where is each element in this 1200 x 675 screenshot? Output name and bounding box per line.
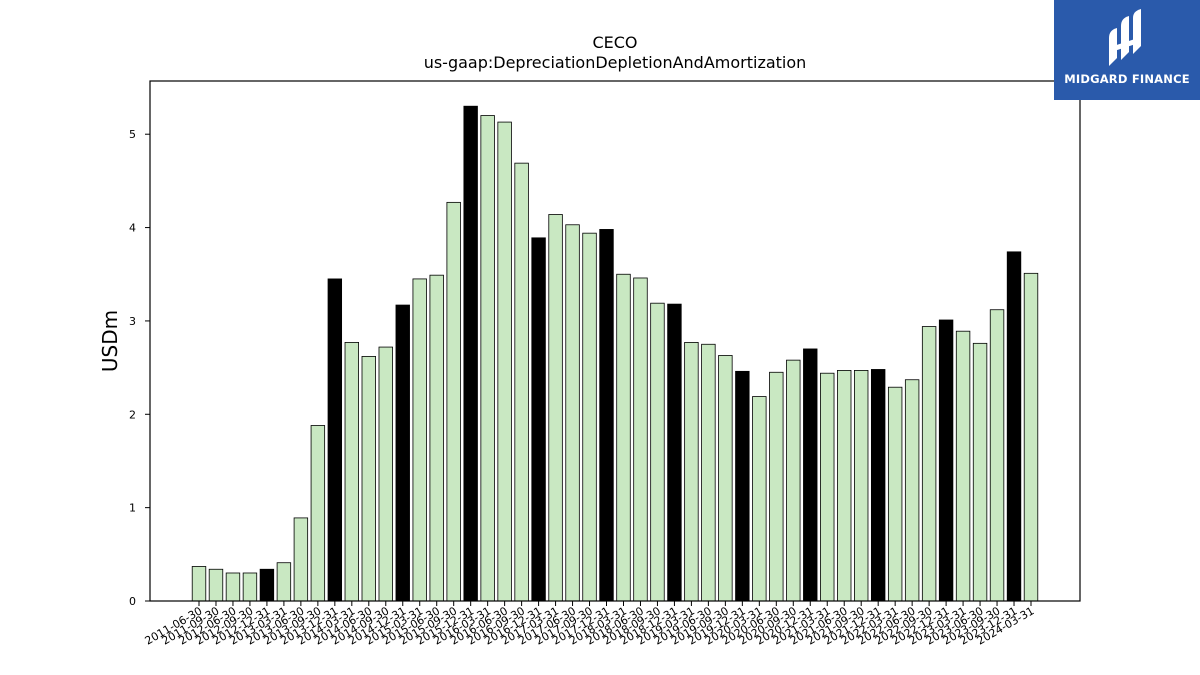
bar (870, 369, 886, 602)
bar (972, 342, 988, 602)
bar (599, 229, 614, 602)
bar (480, 115, 495, 602)
bar (752, 396, 767, 602)
plot-frame (149, 80, 1081, 602)
bar (293, 517, 309, 602)
bar (701, 343, 716, 602)
bar (327, 278, 343, 602)
bar (429, 274, 444, 602)
bar (463, 105, 478, 602)
bar (497, 121, 512, 602)
y-axis: 0 1 2 3 4 5 (129, 128, 150, 608)
bar (446, 201, 461, 602)
bar (378, 346, 393, 602)
bar (344, 341, 359, 602)
bar (769, 371, 784, 602)
bar (921, 326, 937, 602)
bar (310, 425, 326, 602)
y-tick-label: 5 (129, 128, 136, 141)
bar (735, 370, 750, 602)
bar (259, 568, 275, 602)
y-tick-label: 3 (129, 315, 136, 328)
y-tick-label: 4 (129, 222, 136, 235)
bar (276, 562, 292, 602)
midgard-logo-icon (1109, 9, 1141, 66)
y-tick-label: 2 (129, 408, 136, 421)
bar (650, 302, 665, 602)
bar (1006, 251, 1022, 602)
brand-name: MIDGARD FINANCE (1064, 72, 1190, 86)
bar (531, 237, 546, 602)
bar (242, 572, 258, 602)
bar (989, 309, 1005, 602)
bar (718, 355, 733, 602)
bar (565, 224, 580, 602)
bar (208, 568, 224, 602)
bar (412, 278, 427, 602)
chart-subtitle: us-gaap:DepreciationDepletionAndAmortiza… (424, 53, 807, 72)
bar (938, 319, 954, 602)
bar (887, 386, 903, 602)
bar (548, 214, 563, 602)
bar (225, 572, 241, 602)
x-axis: 2011-06-302011-09-302012-06-302012-09-30… (143, 601, 1037, 648)
bar (955, 330, 971, 602)
bar (803, 348, 818, 602)
bar (191, 566, 207, 602)
y-tick-label: 1 (129, 502, 136, 515)
brand-logo: MIDGARD FINANCE (1054, 0, 1200, 100)
bar (684, 341, 699, 602)
bar (633, 277, 648, 602)
bar (837, 370, 852, 602)
bar (786, 359, 801, 602)
bar (395, 304, 410, 602)
bar (820, 372, 835, 602)
bar (667, 303, 682, 602)
y-tick-label: 0 (129, 595, 136, 608)
bar (361, 355, 376, 602)
chart-title: CECO (592, 33, 637, 52)
y-axis-label: USDm (98, 310, 122, 372)
bar (1023, 272, 1039, 602)
bar (854, 370, 869, 602)
bar (514, 162, 529, 602)
bar (904, 379, 920, 602)
bar (616, 273, 631, 602)
bar (582, 232, 597, 602)
bars-group (191, 105, 1039, 602)
